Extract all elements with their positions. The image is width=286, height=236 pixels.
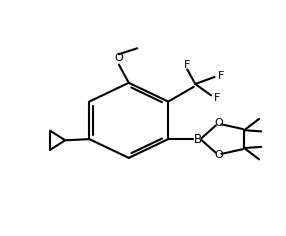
- Text: O: O: [114, 53, 123, 63]
- Text: F: F: [184, 60, 190, 70]
- Text: O: O: [214, 150, 223, 160]
- Text: B: B: [194, 133, 202, 146]
- Text: F: F: [214, 93, 220, 103]
- Text: F: F: [218, 71, 224, 81]
- Text: O: O: [214, 118, 223, 128]
